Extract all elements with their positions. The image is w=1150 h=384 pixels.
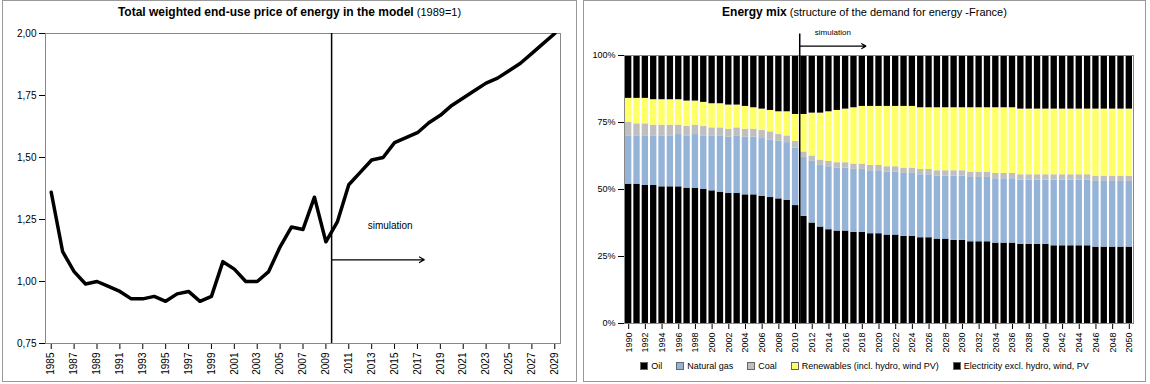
- svg-text:2032: 2032: [974, 333, 984, 353]
- svg-text:2000: 2000: [707, 333, 717, 353]
- svg-text:2017: 2017: [412, 352, 423, 375]
- svg-text:2002: 2002: [724, 333, 734, 353]
- svg-text:100%: 100%: [592, 50, 615, 60]
- html-text:Natural gas: Natural gas: [687, 361, 734, 371]
- svg-text:2011: 2011: [343, 352, 354, 374]
- svg-text:2042: 2042: [1057, 333, 1067, 353]
- svg-text:2018: 2018: [857, 333, 867, 353]
- svg-text:1996: 1996: [674, 333, 684, 353]
- svg-text:2034: 2034: [991, 333, 1001, 353]
- svg-text:50%: 50%: [597, 184, 615, 194]
- svg-text:1,25: 1,25: [17, 214, 37, 225]
- svg-text:2005: 2005: [274, 352, 285, 375]
- svg-text:1985: 1985: [45, 352, 56, 375]
- svg-text:1,75: 1,75: [17, 90, 37, 101]
- svg-text:2004: 2004: [740, 333, 750, 353]
- svg-text:2040: 2040: [1041, 333, 1051, 353]
- svg-text:2029: 2029: [549, 352, 560, 375]
- svg-text:2008: 2008: [774, 333, 784, 353]
- svg-text:1994: 1994: [657, 333, 667, 353]
- svg-text:1991: 1991: [114, 352, 125, 375]
- svg-text:1992: 1992: [640, 333, 650, 353]
- svg-text:simulation: simulation: [368, 220, 413, 231]
- svg-text:2014: 2014: [824, 333, 834, 353]
- svg-text:2001: 2001: [229, 352, 240, 375]
- svg-text:1,00: 1,00: [17, 276, 37, 287]
- svg-text:2027: 2027: [526, 352, 537, 375]
- svg-text:2021: 2021: [457, 352, 468, 375]
- html-text:Renewables (incl. hydro, wind: Renewables (incl. hydro, wind PV): [801, 361, 939, 371]
- html-text:Coal: Coal: [758, 361, 777, 371]
- svg-text:2030: 2030: [957, 333, 967, 353]
- svg-text:2006: 2006: [757, 333, 767, 353]
- svg-text:2019: 2019: [435, 352, 446, 375]
- svg-text:2044: 2044: [1074, 333, 1084, 353]
- svg-text:2010: 2010: [790, 333, 800, 353]
- svg-text:75%: 75%: [597, 117, 615, 127]
- svg-text:0,75: 0,75: [17, 338, 37, 349]
- svg-text:2009: 2009: [320, 352, 331, 375]
- svg-text:2038: 2038: [1024, 333, 1034, 353]
- svg-text:simulation: simulation: [815, 28, 851, 37]
- svg-text:1999: 1999: [206, 352, 217, 375]
- html-text:Electricity excl. hydro, wind,: Electricity excl. hydro, wind, PV: [963, 361, 1089, 371]
- svg-text:1993: 1993: [137, 352, 148, 375]
- svg-text:2028: 2028: [941, 333, 951, 353]
- svg-text:2016: 2016: [841, 333, 851, 353]
- svg-text:2007: 2007: [297, 352, 308, 375]
- svg-text:1987: 1987: [68, 352, 79, 375]
- svg-text:2020: 2020: [874, 333, 884, 353]
- svg-text:2013: 2013: [366, 352, 377, 375]
- svg-text:1990: 1990: [624, 333, 634, 353]
- svg-text:0%: 0%: [602, 318, 615, 328]
- html-text:Energy mix (structure of the d: Energy mix (structure of the demand for …: [722, 5, 1007, 19]
- svg-text:2026: 2026: [924, 333, 934, 353]
- svg-text:2012: 2012: [807, 333, 817, 353]
- svg-text:1,50: 1,50: [17, 152, 37, 163]
- svg-text:2046: 2046: [1091, 333, 1101, 353]
- svg-text:2024: 2024: [907, 333, 917, 353]
- svg-text:2025: 2025: [503, 352, 514, 375]
- svg-text:1995: 1995: [160, 352, 171, 375]
- html-text:Oil: Oil: [651, 361, 663, 371]
- svg-text:1997: 1997: [183, 352, 194, 375]
- svg-text:2022: 2022: [891, 333, 901, 353]
- svg-text:25%: 25%: [597, 251, 615, 261]
- html-text:Total weighted end-use price o: Total weighted end-use price of energy i…: [117, 5, 462, 19]
- svg-text:2003: 2003: [251, 352, 262, 375]
- svg-text:1989: 1989: [91, 352, 102, 375]
- svg-text:1998: 1998: [690, 333, 700, 353]
- svg-text:2023: 2023: [480, 352, 491, 375]
- svg-text:2050: 2050: [1124, 333, 1134, 353]
- svg-text:2048: 2048: [1108, 333, 1118, 353]
- svg-text:2,00: 2,00: [17, 28, 37, 39]
- svg-text:2015: 2015: [389, 352, 400, 375]
- svg-text:2036: 2036: [1007, 333, 1017, 353]
